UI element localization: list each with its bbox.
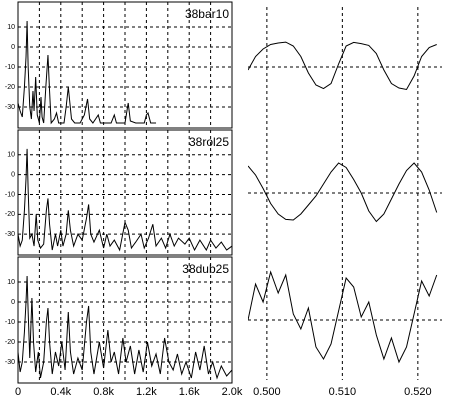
y-tick-label: -10: [5, 64, 15, 71]
y-tick-label: -20: [5, 211, 15, 218]
panel-title: 38dub25: [182, 262, 229, 276]
y-tick-label: -30: [5, 231, 15, 238]
panel-frame: [17, 256, 233, 384]
y-tick-label: -20: [5, 339, 15, 346]
y-tick-label: -10: [5, 191, 15, 198]
series-line: [248, 270, 438, 364]
y-tick-label: 10: [7, 24, 15, 31]
y-tick-label: 0: [11, 171, 15, 178]
x-tick-label: 2.0k: [222, 386, 243, 398]
panel-frame: [17, 1, 233, 129]
x-tick-label: 0.520: [404, 386, 432, 398]
y-tick-label: -10: [5, 319, 15, 326]
y-tick-label: 10: [7, 152, 15, 159]
series-line: [248, 162, 438, 223]
panel-frame: [17, 129, 233, 256]
x-tick-label: 1.6k: [179, 386, 200, 398]
panel-title: 38rol25: [189, 135, 229, 149]
series-line: [18, 148, 232, 252]
y-tick-label: 0: [11, 299, 15, 306]
panel-title: 38bar10: [185, 7, 229, 21]
x-tick-label: 0.8k: [93, 386, 114, 398]
series-line: [18, 275, 232, 380]
y-tick-label: -30: [5, 104, 15, 111]
x-tick-label: 1.2k: [136, 386, 157, 398]
series-line: [248, 41, 437, 91]
x-tick-label: 0.4k: [50, 386, 71, 398]
series-line: [18, 20, 157, 125]
x-tick-label: 0.500: [253, 386, 281, 398]
y-tick-label: -20: [5, 84, 15, 91]
x-tick-label: 0.510: [329, 386, 357, 398]
y-tick-label: 10: [7, 279, 15, 286]
y-tick-label: -30: [5, 359, 15, 366]
y-tick-label: 0: [11, 44, 15, 51]
x-tick-label: 0: [15, 386, 21, 398]
